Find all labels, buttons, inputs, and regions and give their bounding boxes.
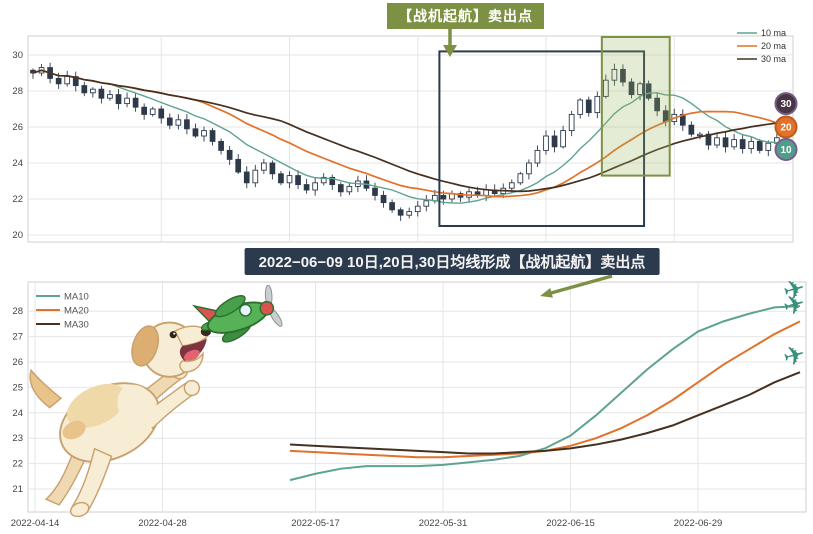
sell-point-callout: 【战机起航】卖出点	[387, 3, 544, 29]
top-legend-label: 30 ma	[761, 54, 786, 64]
top-plot-area	[27, 35, 794, 243]
bottom-y-tick-label: 23	[12, 433, 23, 444]
candlestick-chart: 20 22 24 26 28 30 30 20 10 10 ma 20 ma 30 ma	[12, 28, 798, 243]
bottom-y-tick-label: 22	[12, 459, 23, 470]
bottom-y-tick-label: 25	[12, 382, 23, 393]
top-y-tick-label: 22	[12, 194, 23, 205]
bottom-y-tick-label: 26	[12, 357, 23, 368]
signal-window-box	[438, 50, 646, 228]
bottom-x-tick-label: 2022-05-31	[419, 518, 468, 529]
svg-text:20: 20	[780, 123, 792, 134]
dog-body-parts	[29, 321, 212, 518]
dog-eye	[169, 331, 177, 339]
top-y-tick-label: 24	[12, 158, 23, 169]
ma-badge-10	[774, 138, 798, 161]
toy-plane-parts	[192, 284, 283, 343]
dog-illustration	[29, 321, 212, 518]
ma-badge-20	[774, 115, 798, 139]
signal-banner: 2022−06−09 10日,20日,30日均线形成【战机起航】卖出点	[244, 248, 660, 275]
bottom-x-tick-label: 2022-04-28	[138, 518, 187, 529]
bottom-y-tick-label: 21	[12, 484, 23, 495]
bottom-legend-label: MA20	[64, 306, 89, 317]
bottom-x-tick-label: 2022-06-29	[674, 518, 723, 529]
banner-arrow	[540, 274, 613, 298]
toy-plane-window	[239, 303, 252, 317]
ma30-line	[289, 371, 801, 455]
bottom-x-tick-label: 2022-06-15	[546, 518, 595, 529]
bottom-y-tick-label: 27	[12, 332, 23, 343]
ma-badges: 30 20 10	[774, 92, 798, 161]
top-y-tick-label: 30	[12, 50, 23, 61]
top-y-tick-label: 28	[12, 86, 23, 97]
top-y-tick-label: 26	[12, 122, 23, 133]
bottom-legend-label: MA10	[64, 292, 89, 303]
candlesticks	[30, 62, 780, 221]
top-legend-label: 20 ma	[761, 41, 786, 51]
bottom-y-tick-label: 28	[12, 306, 23, 317]
top-grid	[28, 36, 793, 242]
ma10-line	[289, 305, 801, 482]
svg-text:10: 10	[780, 145, 792, 156]
bottom-legend: MA10 MA20 MA30	[36, 292, 89, 331]
sell-pattern-box	[600, 36, 671, 177]
top-legend: 10 ma 20 ma 30 ma	[737, 28, 786, 64]
top-y-tick-label: 20	[12, 230, 23, 241]
toy-plane-illustration	[192, 284, 283, 343]
top-legend-label: 10 ma	[761, 28, 786, 38]
ma-badge-30	[774, 92, 798, 116]
svg-text:30: 30	[780, 99, 792, 110]
callout-arrow	[443, 29, 457, 57]
bottom-x-tick-label: 2022-05-17	[291, 518, 340, 529]
bottom-y-tick-label: 24	[12, 408, 23, 419]
ma30-line	[32, 69, 777, 193]
ma10-line	[32, 69, 777, 204]
bottom-legend-label: MA30	[64, 320, 89, 331]
bottom-x-tick-label: 2022-04-14	[11, 518, 60, 529]
